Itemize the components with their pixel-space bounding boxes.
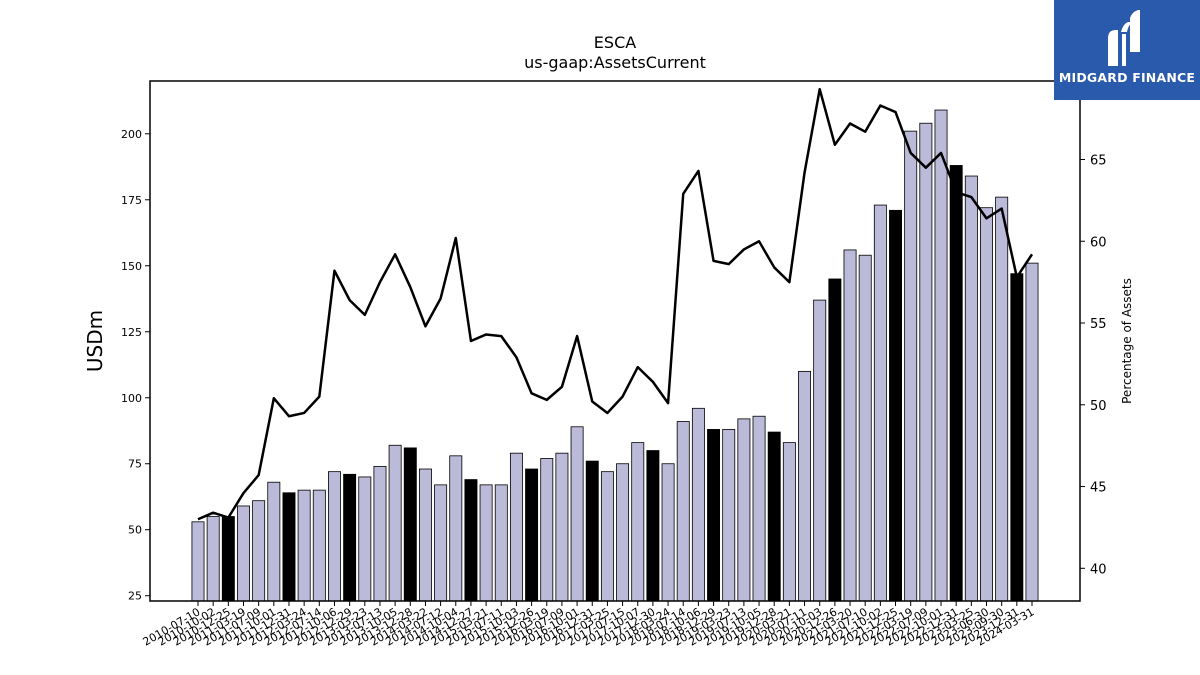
bar xyxy=(843,249,857,602)
bar xyxy=(464,479,478,602)
y2-tick-label: 40 xyxy=(1090,562,1107,577)
bar xyxy=(631,442,645,602)
bar xyxy=(782,442,796,602)
bar xyxy=(358,476,372,602)
bar xyxy=(949,165,963,602)
y-tick-label: 150 xyxy=(121,260,142,273)
bar xyxy=(752,415,766,602)
bar xyxy=(509,452,523,602)
y-axis-left: 25 50 75 100 125 150 175 200 xyxy=(121,128,150,603)
bar xyxy=(434,484,448,602)
bar xyxy=(525,468,539,602)
bar xyxy=(388,444,402,602)
midgard-logo-icon xyxy=(1108,10,1140,66)
bar xyxy=(980,207,993,602)
bar xyxy=(616,463,630,602)
brand-name: MIDGARD FINANCE xyxy=(1058,70,1196,85)
y-tick-label: 125 xyxy=(121,326,142,339)
bar xyxy=(555,452,569,602)
y2-tick-label: 60 xyxy=(1090,235,1107,250)
bar xyxy=(418,468,432,602)
bar xyxy=(661,463,675,602)
bar xyxy=(767,431,781,602)
bar xyxy=(328,471,341,602)
bar xyxy=(600,471,614,602)
bar xyxy=(889,209,902,602)
bar xyxy=(934,109,948,602)
bar xyxy=(403,447,417,602)
bar xyxy=(191,521,205,602)
y-tick-label: 200 xyxy=(121,128,142,141)
x-axis: 2010-07-102010-10-022010-12-252011-03-19… xyxy=(141,601,1037,649)
y-tick-label: 100 xyxy=(121,392,142,405)
bar xyxy=(237,505,250,602)
y2-tick-label: 50 xyxy=(1090,399,1107,414)
y-tick-label: 50 xyxy=(128,524,142,537)
y-tick-label: 25 xyxy=(128,590,142,603)
brand-logo: MIDGARD FINANCE xyxy=(1054,0,1200,100)
bar xyxy=(813,299,827,602)
bar xyxy=(995,196,1009,602)
y-tick-label: 75 xyxy=(128,458,142,471)
bar xyxy=(343,473,357,602)
bar xyxy=(449,455,463,602)
y2-tick-label: 55 xyxy=(1090,317,1107,332)
bar xyxy=(540,458,554,602)
bar xyxy=(570,426,584,602)
bar xyxy=(904,130,918,602)
bar xyxy=(964,175,978,602)
bar xyxy=(585,460,599,602)
bar xyxy=(873,204,887,602)
plot-frame xyxy=(149,80,1081,602)
chart-subtitle: us-gaap:AssetsCurrent xyxy=(524,53,706,72)
y-axis-label: USDm xyxy=(83,310,107,372)
bar xyxy=(858,254,872,602)
bar xyxy=(737,418,751,602)
bar xyxy=(267,481,281,602)
line-layer xyxy=(197,87,1034,521)
bar xyxy=(691,407,705,602)
bar xyxy=(252,500,266,602)
chart-title: ESCA xyxy=(594,33,636,52)
bar xyxy=(494,484,508,602)
bar xyxy=(798,370,812,602)
bar xyxy=(828,278,842,602)
bar xyxy=(312,489,326,602)
bar xyxy=(1025,262,1039,602)
bar xyxy=(479,484,493,602)
bar xyxy=(1010,273,1024,602)
y2-tick-label: 65 xyxy=(1090,153,1107,168)
y-tick-label: 175 xyxy=(121,194,142,207)
bar xyxy=(919,122,933,602)
bar xyxy=(221,516,235,602)
bar xyxy=(676,421,690,602)
bar xyxy=(373,465,387,602)
bar xyxy=(646,450,660,602)
bar xyxy=(282,492,296,602)
y2-tick-label: 45 xyxy=(1090,481,1107,496)
bars-layer xyxy=(191,109,1039,602)
bar xyxy=(206,516,220,602)
bar xyxy=(297,489,311,602)
percentage-line xyxy=(197,87,1034,521)
bar xyxy=(722,429,736,602)
y-axis-right: 40 45 50 55 60 65 xyxy=(1080,153,1107,577)
y2-axis-label: Percentage of Assets xyxy=(1120,278,1134,404)
bar xyxy=(707,429,721,602)
